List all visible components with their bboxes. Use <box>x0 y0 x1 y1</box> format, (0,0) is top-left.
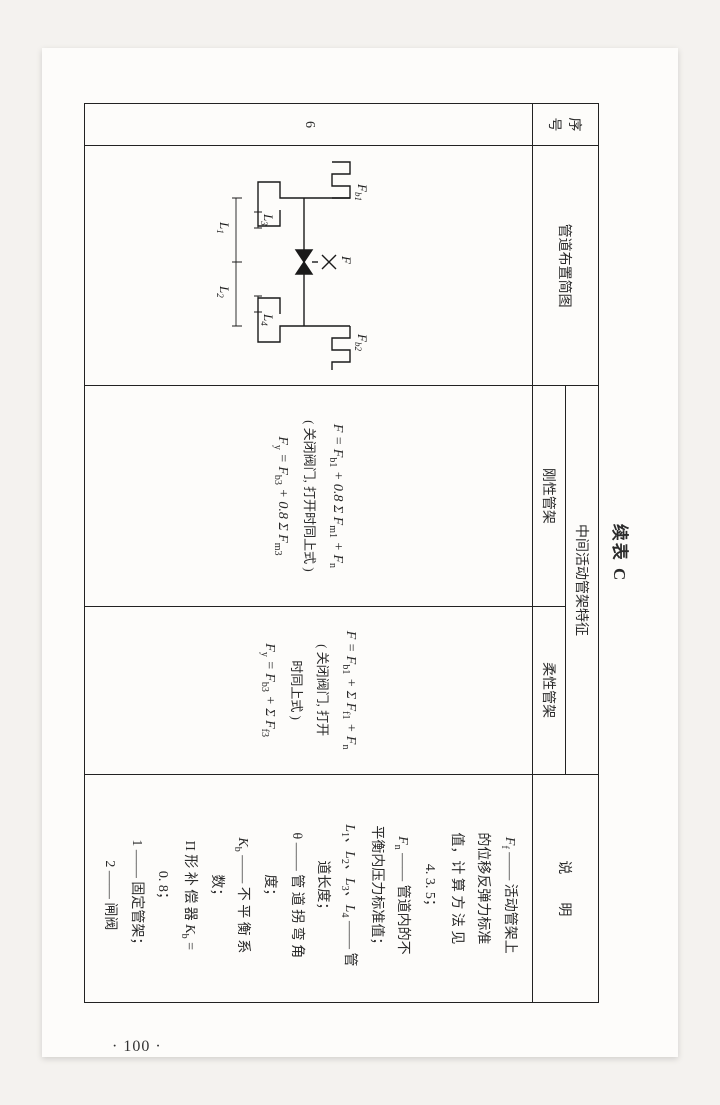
header-row: 序号 管道布置简图 中间活动管架特征 说 明 <box>566 103 599 1002</box>
cell-flexible: F = Fb1 + Σ Ff1 + Fn ( 关闭阀门, 打开 时同上式 ) F… <box>85 606 533 774</box>
page-number: · 100 · <box>112 1038 162 1056</box>
hdr-mid: 中间活动管架特征 <box>566 385 599 773</box>
table-title: 续表 C <box>609 103 634 1003</box>
svg-text:F: F <box>339 255 354 265</box>
svg-text:Fb1: Fb1 <box>353 183 370 201</box>
cell-rigid: F = Fb1 + 0.8 Σ Fm1 + Fn ( 关闭阀门, 打开时同上式 … <box>85 385 533 605</box>
svg-text:L2: L2 <box>215 285 232 298</box>
data-row: 6 <box>85 103 533 1002</box>
hdr-index: 序号 <box>533 103 599 145</box>
cell-index: 6 <box>85 103 533 145</box>
hdr-flexible: 柔性管架 <box>533 606 566 774</box>
cell-diagram: Fb1 F Fb2 L1 L2 L3 L4 <box>85 145 533 385</box>
piping-schematic: Fb1 F Fb2 L1 L2 L3 L4 <box>204 154 414 378</box>
svg-text:L1: L1 <box>215 221 232 234</box>
hdr-notes: 说 明 <box>533 774 599 1002</box>
svg-text:L4: L4 <box>259 313 276 326</box>
hdr-diagram: 管道布置简图 <box>533 145 599 385</box>
hdr-rigid: 刚性管架 <box>533 385 566 605</box>
continuation-table: 序号 管道布置简图 中间活动管架特征 说 明 刚性管架 柔性管架 6 <box>84 103 599 1003</box>
svg-text:L3: L3 <box>259 213 276 226</box>
svg-text:Fb2: Fb2 <box>353 333 370 351</box>
cell-notes: Ff —— 活动管架上 的位移反弹力标准 值，计 算 方 法 见 4. 3. 5… <box>85 774 533 1002</box>
